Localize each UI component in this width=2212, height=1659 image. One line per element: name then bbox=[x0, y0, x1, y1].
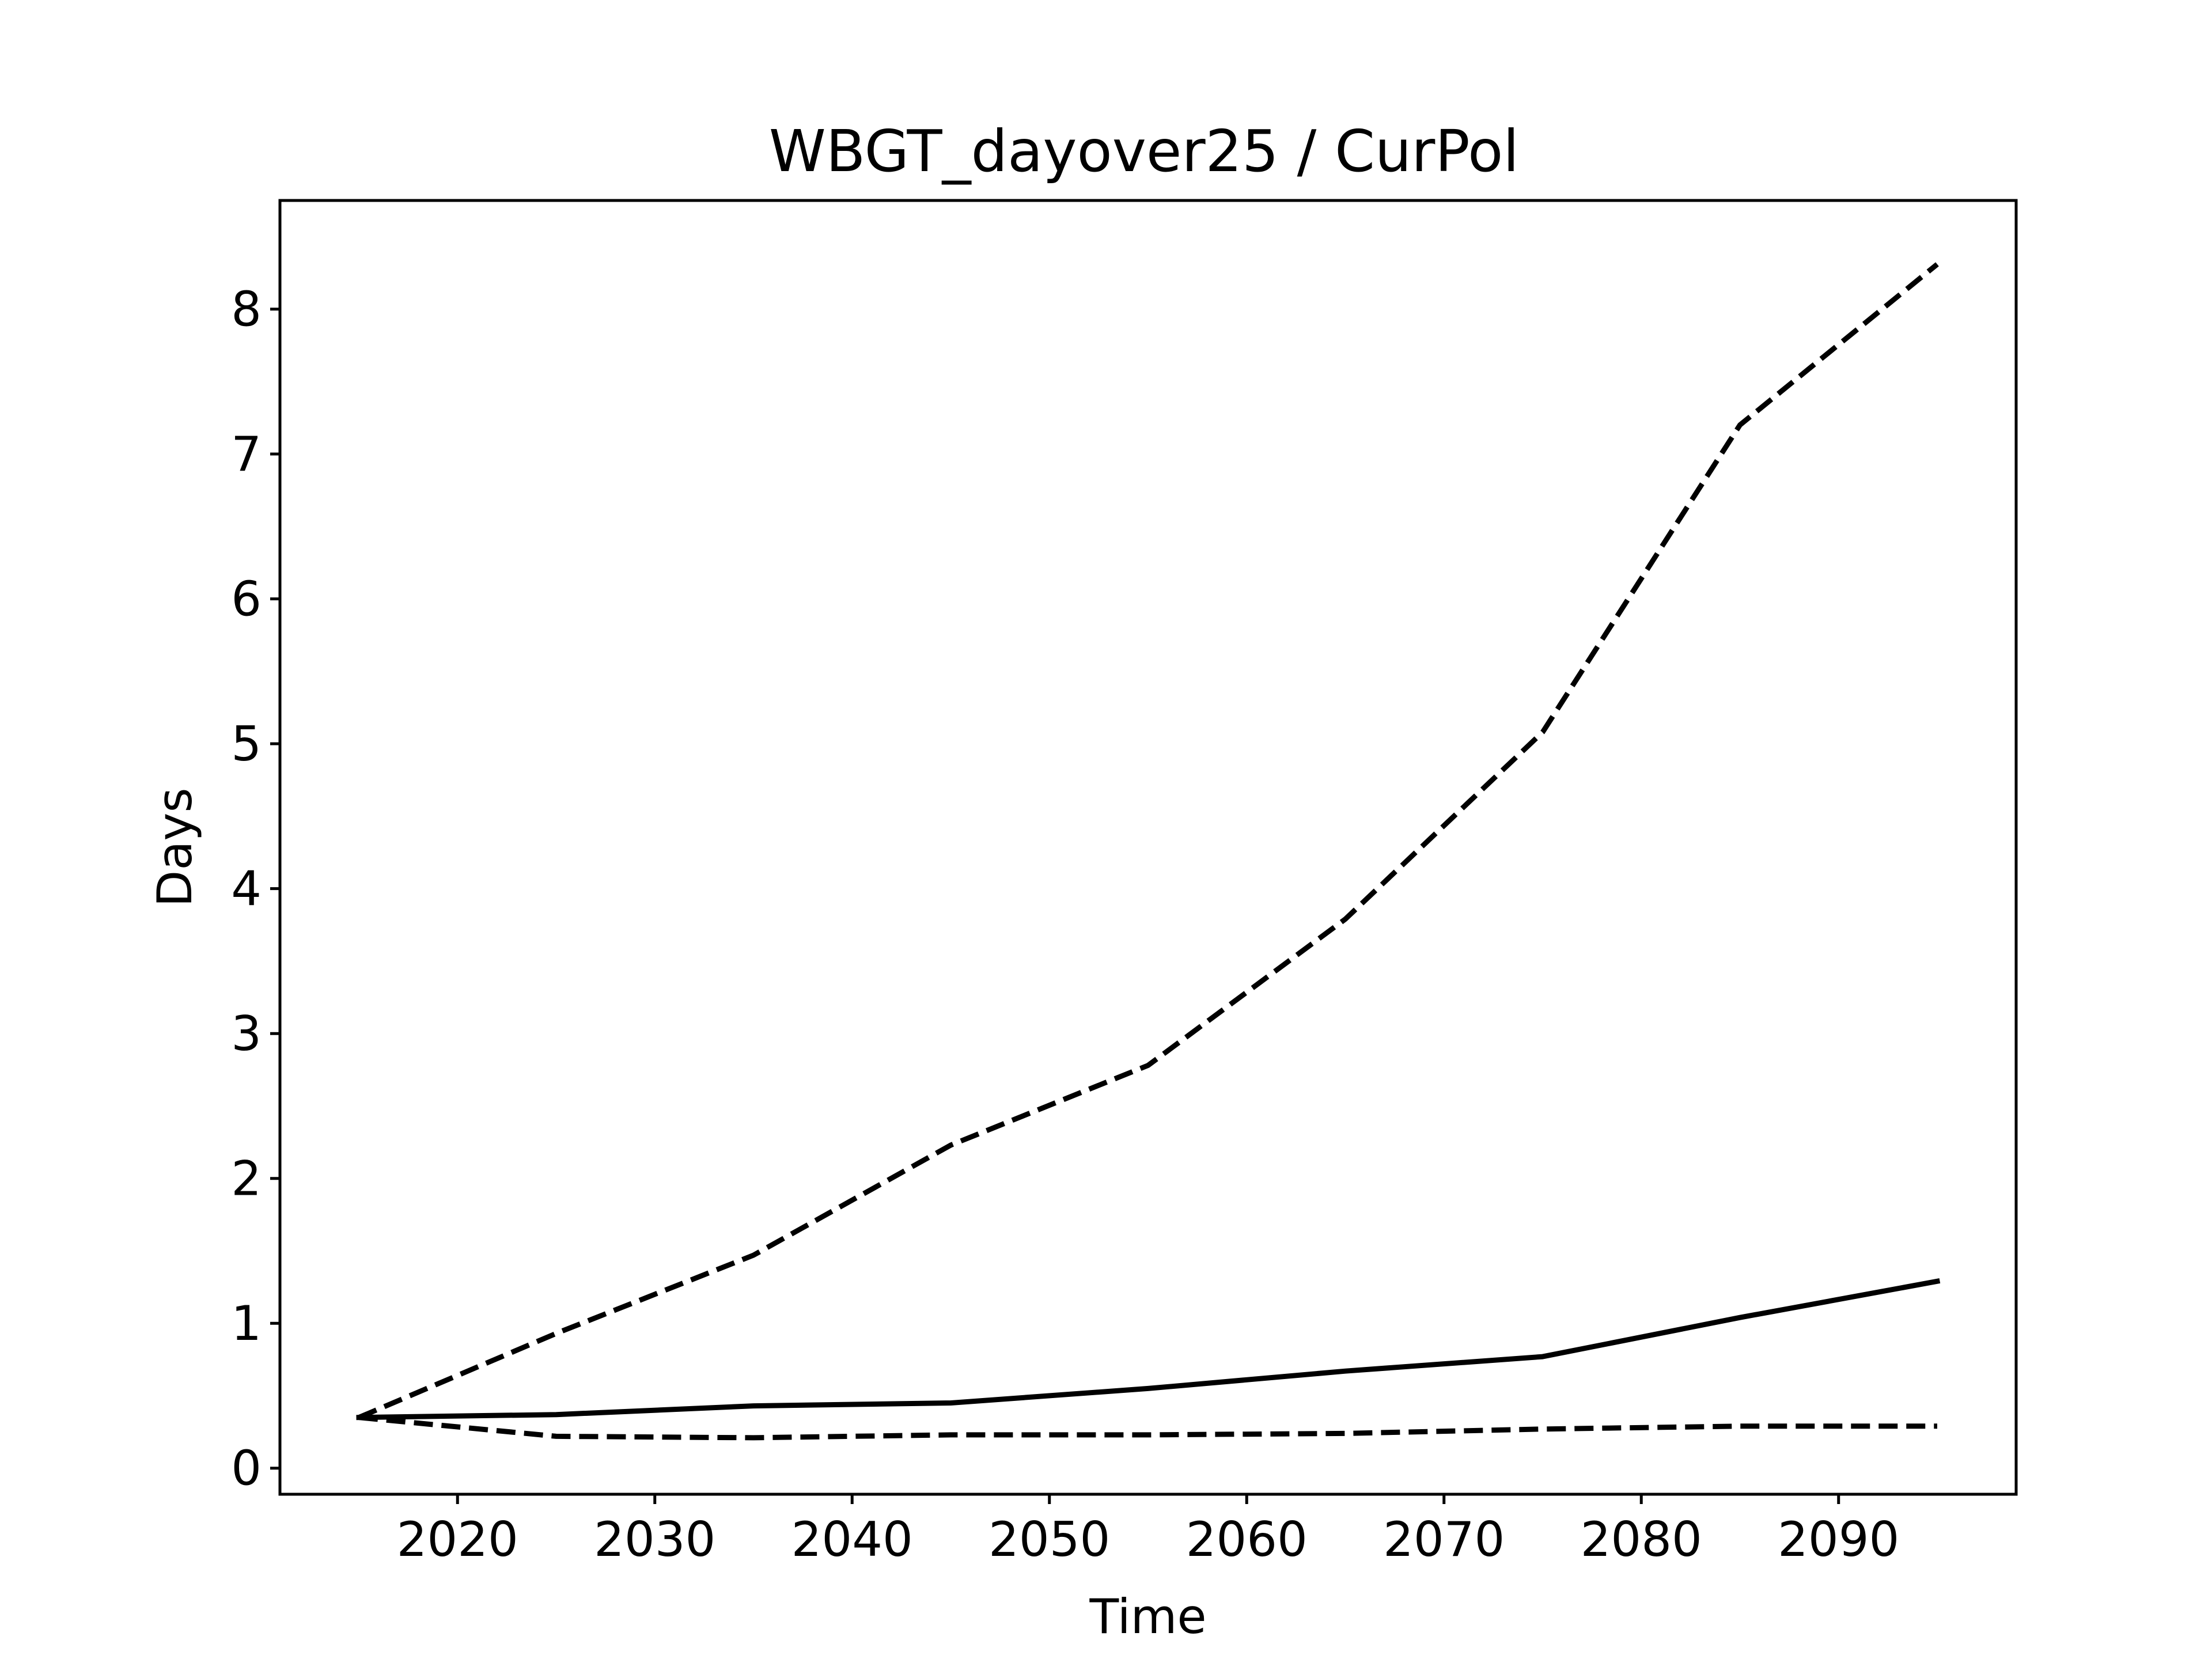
x-tick-label: 2080 bbox=[1581, 1512, 1702, 1567]
x-tick-label: 2030 bbox=[594, 1512, 715, 1567]
y-tick-label: 7 bbox=[231, 426, 262, 482]
y-axis-label: Days bbox=[147, 787, 203, 907]
y-tick-label: 6 bbox=[231, 571, 262, 627]
y-tick-label: 4 bbox=[231, 861, 262, 917]
x-tick-label: 2070 bbox=[1383, 1512, 1505, 1567]
y-tick-label: 1 bbox=[231, 1296, 262, 1351]
x-axis-ticks: 2020 2030 2040 2050 2060 2070 2080 2090 bbox=[397, 1494, 1899, 1567]
x-tick-label: 2060 bbox=[1186, 1512, 1308, 1567]
series-line-2-solid bbox=[356, 1278, 1941, 1421]
y-tick-label: 5 bbox=[231, 716, 262, 772]
series-line-3-dashed bbox=[358, 1415, 1937, 1441]
x-axis-label: Time bbox=[1089, 1589, 1206, 1645]
plot-frame bbox=[278, 199, 2018, 1496]
x-tick-label: 2050 bbox=[988, 1512, 1110, 1567]
chart-title: WBGT_dayover25 / CurPol bbox=[769, 118, 1519, 185]
x-tick-label: 2020 bbox=[397, 1512, 518, 1567]
y-axis-ticks: 0 1 2 3 4 5 6 7 8 bbox=[231, 282, 280, 1497]
y-tick-label: 8 bbox=[231, 282, 262, 338]
y-tick-label: 0 bbox=[231, 1441, 262, 1497]
series-line-1-dashed bbox=[358, 262, 1939, 1420]
x-tick-label: 2040 bbox=[791, 1512, 913, 1567]
y-tick-label: 2 bbox=[231, 1151, 262, 1207]
series-layer bbox=[356, 262, 1941, 1441]
y-tick-label: 3 bbox=[231, 1006, 262, 1062]
x-tick-label: 2090 bbox=[1778, 1512, 1899, 1567]
